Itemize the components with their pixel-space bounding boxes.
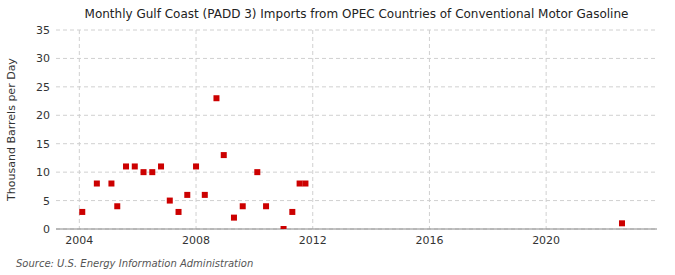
- point: [202, 192, 208, 198]
- point: [302, 181, 308, 187]
- point: [176, 209, 182, 215]
- y-axis-label: Thousand Barrels per Day: [5, 58, 18, 202]
- y-grid-line: [56, 229, 657, 230]
- point: [114, 203, 120, 209]
- point: [141, 169, 147, 175]
- point: [158, 163, 164, 169]
- title: Monthly Gulf Coast (PADD 3) Imports from…: [85, 7, 629, 21]
- point: [263, 203, 269, 209]
- y-grid-line: [56, 86, 657, 87]
- y-grid-line: [56, 115, 657, 116]
- y-grid-line: [56, 58, 657, 59]
- x-grid-line: [546, 30, 547, 229]
- point: [94, 181, 100, 187]
- x-grid-line: [312, 30, 313, 229]
- point: [213, 95, 219, 101]
- point: [231, 215, 237, 221]
- x-tick-label: 2012: [299, 234, 327, 247]
- y-tick-label: 0: [43, 223, 50, 236]
- x-tick-label: 2016: [415, 234, 443, 247]
- y-tick-label: 25: [36, 81, 50, 94]
- x-grid-line: [79, 30, 80, 229]
- y-tick-label: 5: [43, 195, 50, 208]
- y-tick-label: 10: [36, 166, 50, 179]
- point: [193, 163, 199, 169]
- x-grid-line: [429, 30, 430, 229]
- point: [184, 192, 190, 198]
- chart: 2004 2008 2012 2016 2020 0 5 10 15 20 25 30 35 Monthl…: [0, 0, 675, 275]
- point: [149, 169, 155, 175]
- y-tick-label: 20: [36, 109, 50, 122]
- point: [619, 220, 625, 226]
- x-tick-label: 2008: [182, 234, 210, 247]
- point: [132, 163, 138, 169]
- point: [297, 181, 303, 187]
- y-grid-line: [56, 143, 657, 144]
- x-tick-label: 2020: [532, 234, 560, 247]
- y-tick-label: 35: [36, 24, 50, 37]
- point: [281, 226, 287, 229]
- point: [79, 209, 85, 215]
- x-axis-line: [56, 229, 657, 230]
- x-tick-label: 2004: [65, 234, 93, 247]
- points: [79, 95, 625, 229]
- tick-labels: 2004 2008 2012 2016 2020 0 5 10 15 20 25 30 35: [36, 24, 560, 247]
- y-tick-label: 30: [36, 52, 50, 65]
- x-grid-line: [196, 30, 197, 229]
- grid: [56, 30, 657, 229]
- point: [221, 152, 227, 158]
- y-grid-line: [56, 30, 657, 31]
- y-tick-label: 15: [36, 138, 50, 151]
- y-grid-line: [56, 200, 657, 201]
- point: [289, 209, 295, 215]
- point: [254, 169, 260, 175]
- point: [108, 181, 114, 187]
- source-note: Source: U.S. Energy Information Administ…: [16, 258, 253, 269]
- point: [167, 198, 173, 204]
- point: [240, 203, 246, 209]
- point: [123, 163, 129, 169]
